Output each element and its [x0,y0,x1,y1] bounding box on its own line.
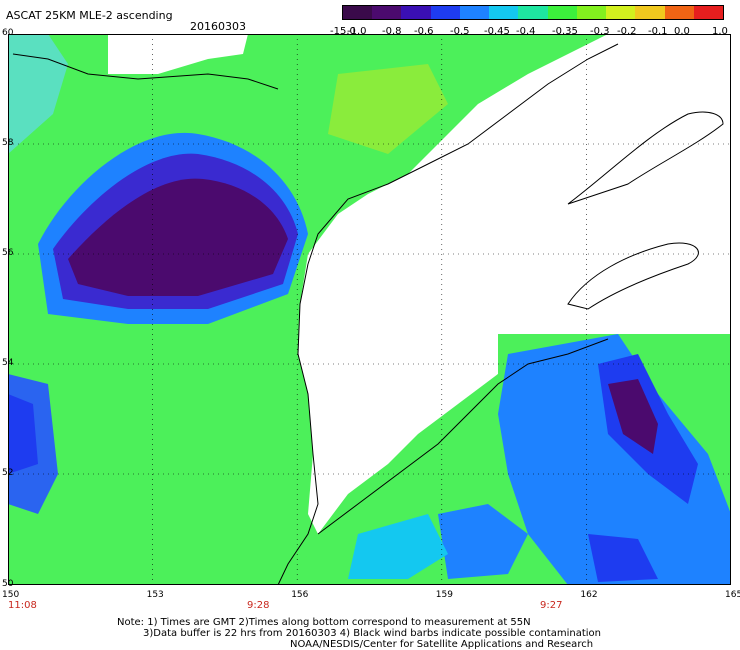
color-scale-segment [430,6,460,19]
color-scale-label: -0.3 [590,26,610,37]
color-scale-segment [372,6,402,19]
data-patch [498,334,731,585]
mle-map [8,34,731,585]
data-patch [588,534,658,582]
color-scale-segment [664,6,694,19]
lat-tick-label: 60 [2,28,14,38]
note-line-1: Note: 1) Times are GMT 2)Times along bot… [117,617,531,628]
color-scale-segment [489,6,519,19]
note-line-2: 3)Data buffer is 22 hrs from 20160303 4)… [143,628,601,639]
data-patch [438,504,528,579]
color-scale-label: -0.6 [414,26,434,37]
color-scale-label: 0.0 [674,26,690,37]
data-patch [68,178,288,296]
color-scale-label: -0.1 [648,26,668,37]
coastline [12,53,279,90]
coastline [567,242,699,310]
color-scale-label: 1.0 [712,26,728,37]
color-scale-segment [576,6,607,19]
color-scale-label: -0.8 [382,26,402,37]
color-scale-segment [547,6,577,19]
color-scale-label: -0.45 [484,26,510,37]
time-label-3: 9:27 [540,600,563,611]
color-scale-segment [401,6,431,19]
coastline [317,338,609,535]
lat-tick-label: 54 [2,358,14,368]
color-scale-segment [343,6,373,19]
color-scale-label: -0.35 [552,26,578,37]
color-scale-label: -15.0 [330,26,356,37]
color-scale-segment [459,6,490,19]
lon-tick-label: 165 [725,590,740,600]
color-scale-label: -0.4 [516,26,536,37]
color-scale-segment [635,6,665,19]
lat-tick-label: 50 [2,579,14,589]
time-label-2: 9:28 [247,600,270,611]
coastline [277,263,319,585]
color-scale-segment [693,6,724,19]
land-mainland [108,34,248,74]
data-patch [348,514,448,579]
lon-tick-label: 156 [291,590,309,600]
lat-tick-label: 56 [2,248,14,258]
product-title: ASCAT 25KM MLE-2 ascending [6,9,173,22]
data-patch [328,64,448,154]
time-label-1: 11:08 [8,600,37,611]
color-scale-label: -0.5 [450,26,470,37]
note-line-3: NOAA/NESDIS/Center for Satellite Applica… [290,639,594,650]
map-frame [8,34,731,585]
lon-tick-label: 150 [2,590,20,600]
data-patch [608,379,658,454]
lat-tick-label: 52 [2,468,14,478]
lat-tick-label: 58 [2,138,14,148]
color-scale-labels: -15.0 -1.0 -0.8 -0.6 -0.5 -0.45 -0.4 -0.35 -0.3-… [330,26,740,38]
data-patch [8,394,38,474]
lon-tick-label: 153 [146,590,164,600]
product-date: 20160303 [190,20,246,33]
coastline [307,43,619,265]
data-patch [8,34,68,154]
color-scale-segment [606,6,636,19]
color-scale-bar [342,5,724,20]
color-scale-label: -0.2 [617,26,637,37]
color-scale-segment [518,6,548,19]
lon-tick-label: 162 [580,590,598,600]
lon-tick-label: 159 [435,590,453,600]
coastline [567,111,724,205]
color-scale-label: -1.0 [347,26,367,37]
